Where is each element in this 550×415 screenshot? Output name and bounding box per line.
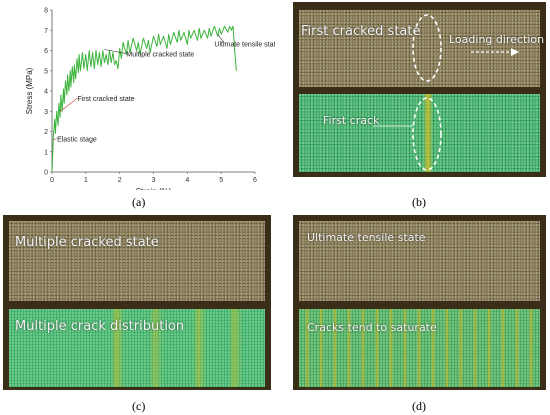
specimen-bottom-strip [299, 309, 540, 387]
x-tick-label: 2 [118, 177, 122, 184]
first-crack-label: First crack [323, 114, 380, 127]
chart-annotation: First cracked state [77, 96, 134, 103]
y-tick-label: 6 [44, 48, 48, 55]
y-tick-label: 7 [44, 28, 48, 35]
caption-d: (d) [412, 399, 426, 413]
specimen-top-strip [299, 10, 540, 87]
series-line [51, 25, 237, 173]
specimen-photo-d: Ultimate tensile state Cracks tend to sa… [293, 215, 546, 390]
stress-strain-chart: 0 1 2 3 4 5 6 0 1 2 3 4 5 6 7 8 Strain (%) Stress (MPa) Mu… [25, 8, 275, 191]
chart-annotation: Ultimate tensile state [214, 41, 275, 48]
specimen-photo-b: First cracked state Loading direction Fi… [293, 2, 546, 177]
photo-panel-c: Multiple cracked state Multiple crack di… [0, 212, 275, 415]
annotation-pointer [104, 49, 127, 54]
specimen-bottom-strip [9, 309, 265, 387]
loading-direction-label: Loading direction [449, 33, 545, 46]
annotation-pointer [53, 138, 58, 140]
chart-panel: 0 1 2 3 4 5 6 0 1 2 3 4 5 6 7 8 Strain (%) Stress (MPa) Mu… [0, 0, 275, 210]
x-tick-label: 0 [50, 177, 54, 184]
x-tick-label: 3 [152, 177, 156, 184]
x-axis-label: Strain (%) [136, 187, 172, 190]
photo-panel-b: First cracked state Loading direction Fi… [290, 0, 550, 209]
y-tick-label: 4 [44, 89, 48, 96]
y-tick-label: 5 [44, 68, 48, 75]
specimen-top-strip [9, 221, 265, 301]
crack-band [423, 94, 433, 172]
annotation-pointer [60, 97, 78, 112]
photo-panel-d: Ultimate tensile state Cracks tend to sa… [290, 212, 550, 415]
specimen-photo-c: Multiple cracked state Multiple crack di… [3, 215, 271, 390]
x-tick-label: 6 [253, 177, 257, 184]
y-tick-label: 0 [44, 170, 48, 177]
multiple-crack-distribution-label: Multiple crack distribution [15, 319, 185, 334]
ultimate-tensile-label: Ultimate tensile state [307, 231, 426, 244]
y-tick-label: 3 [44, 109, 48, 116]
x-tick-label: 1 [84, 177, 88, 184]
annotation-ellipses [373, 14, 519, 171]
x-tick-label: 5 [219, 177, 223, 184]
y-tick-label: 8 [44, 8, 48, 15]
specimen-top-strip [299, 221, 540, 301]
y-axis-label: Stress (MPa) [25, 67, 34, 114]
caption-a: (a) [132, 195, 146, 209]
specimen-bottom-strip [299, 94, 540, 172]
y-tick-label: 2 [44, 129, 48, 136]
x-tick-label: 4 [185, 177, 189, 184]
cracks-saturate-label: Cracks tend to saturate [307, 321, 437, 334]
caption-c: (c) [132, 399, 146, 413]
chart-annotation: Multiple cracked state [126, 52, 194, 59]
first-cracked-label: First cracked state [301, 24, 421, 39]
chart-annotation: Elastic stage [57, 137, 97, 144]
annotation-pointer [217, 34, 225, 44]
multiple-cracked-label: Multiple cracked state [15, 235, 159, 250]
y-tick-label: 1 [44, 149, 48, 156]
caption-b: (b) [412, 195, 426, 209]
